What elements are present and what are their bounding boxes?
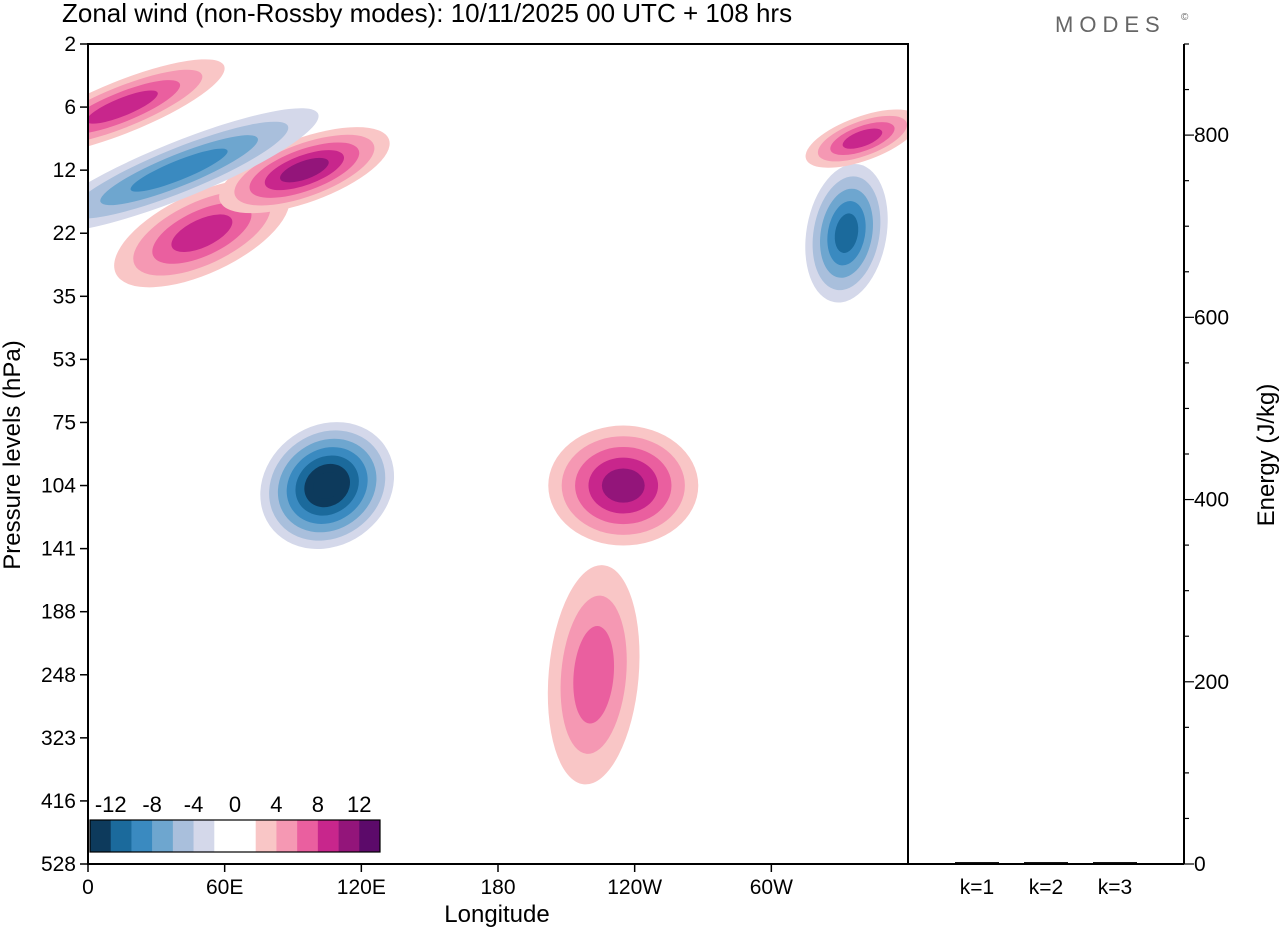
x-tick-label: 0: [82, 876, 94, 899]
contour-band: [834, 213, 859, 254]
y-tick-label: 141: [41, 538, 76, 561]
x-axis: 0 60E 120E 180 120W 60W: [82, 864, 793, 899]
colorbar-swatch: [235, 820, 257, 852]
x-axis-label: Longitude: [444, 901, 549, 928]
y-tick-label: 528: [41, 853, 76, 876]
y-tick-label: 22: [53, 222, 76, 245]
energy-bar: [1093, 862, 1137, 864]
contour-band: [313, 472, 342, 499]
energy-panel: 0 200 400 600 800 k=1 k=2 k=3: [908, 43, 1229, 899]
heatmap-feature-west-atlantic-negative: [805, 163, 888, 303]
y-tick-label: 2: [64, 33, 76, 56]
energy-axis-label: Energy (J/kg): [1253, 384, 1280, 527]
colorbar-swatch: [276, 820, 298, 852]
colorbar-swatch: [214, 820, 236, 852]
colorbar-swatch: [297, 820, 319, 852]
colorbar-frame: [89, 819, 381, 853]
colorbar-swatch: [152, 820, 174, 852]
brand-mark: ©: [1181, 12, 1189, 23]
energy-tick-label: 800: [1194, 124, 1229, 147]
colorbar: -12 -8 -4 0 4 8 12: [89, 792, 381, 853]
colorbar-label: 12: [347, 792, 371, 817]
y-tick-label: 323: [41, 727, 76, 750]
energy-tick-label: 400: [1194, 489, 1229, 512]
heatmap-feature-jet-core-negative: [260, 422, 395, 550]
contour-band: [171, 214, 233, 253]
chart-title: Zonal wind (non-Rossby modes): 10/11/202…: [62, 0, 792, 28]
colorbar-swatch: [90, 820, 112, 852]
contour-band: [280, 157, 329, 183]
colorbar-label: -4: [184, 792, 204, 817]
contour-band: [88, 90, 158, 124]
heatmap-feature-lower-positive: [547, 565, 640, 785]
y-tick-label: 104: [41, 475, 76, 498]
energy-category-label: k=2: [1029, 876, 1063, 899]
energy-bar: [955, 862, 999, 864]
y-tick-label: 35: [53, 285, 76, 308]
colorbar-label: 4: [270, 792, 282, 817]
y-tick-label: 6: [64, 96, 76, 119]
heatmap-feature-east-pacific-positive: [548, 425, 699, 546]
energy-category-label: k=3: [1098, 876, 1132, 899]
colorbar-swatch: [172, 820, 194, 852]
contour-band: [573, 626, 615, 724]
heatmap-field: [88, 59, 908, 785]
y-tick-label: 188: [41, 601, 76, 624]
colorbar-swatch: [255, 820, 277, 852]
energy-category-label: k=1: [960, 876, 994, 899]
x-tick-label: 180: [480, 876, 515, 899]
y-tick-label: 12: [53, 159, 76, 182]
y-tick-label: 248: [41, 664, 76, 687]
colorbar-swatch: [110, 820, 132, 852]
contour-band: [842, 128, 883, 149]
colorbar-label: -12: [95, 792, 127, 817]
heatmap-feature-stratosphere-negative: [88, 108, 319, 233]
colorbar-swatch: [338, 820, 360, 852]
x-tick-label: 60E: [206, 876, 243, 899]
heatmap-feature-atlantic-positive: [805, 109, 908, 168]
heatmap-feature-jet-positive-high: [219, 127, 390, 214]
contour-band: [130, 148, 228, 192]
y-tick-label: 53: [53, 348, 76, 371]
x-tick-label: 120E: [337, 876, 386, 899]
x-tick-label: 60W: [750, 876, 793, 899]
colorbar-swatch: [193, 820, 215, 852]
x-tick-label: 120W: [607, 876, 662, 899]
energy-tick-label: 600: [1194, 306, 1229, 329]
colorbar-label: 0: [229, 792, 241, 817]
heatmap-feature-stratosphere-positive: [88, 59, 225, 155]
colorbar-swatch: [131, 820, 153, 852]
energy-tick-label: 200: [1194, 671, 1229, 694]
colorbar-swatch: [317, 820, 339, 852]
y-tick-label: 75: [53, 411, 76, 434]
energy-bar: [1024, 862, 1068, 864]
brand-logo: MODES: [1055, 12, 1166, 37]
colorbar-label: -8: [142, 792, 162, 817]
colorbar-swatch: [359, 820, 381, 852]
contour-band: [601, 468, 645, 503]
y-tick-label: 416: [41, 790, 76, 813]
energy-tick-label: 0: [1194, 853, 1206, 876]
colorbar-label: 8: [312, 792, 324, 817]
y-axis-label: Pressure levels (hPa): [0, 340, 26, 569]
y-axis: 2 6 12 22 35 53 75 104 141 188 248 323 416 528: [41, 33, 88, 876]
